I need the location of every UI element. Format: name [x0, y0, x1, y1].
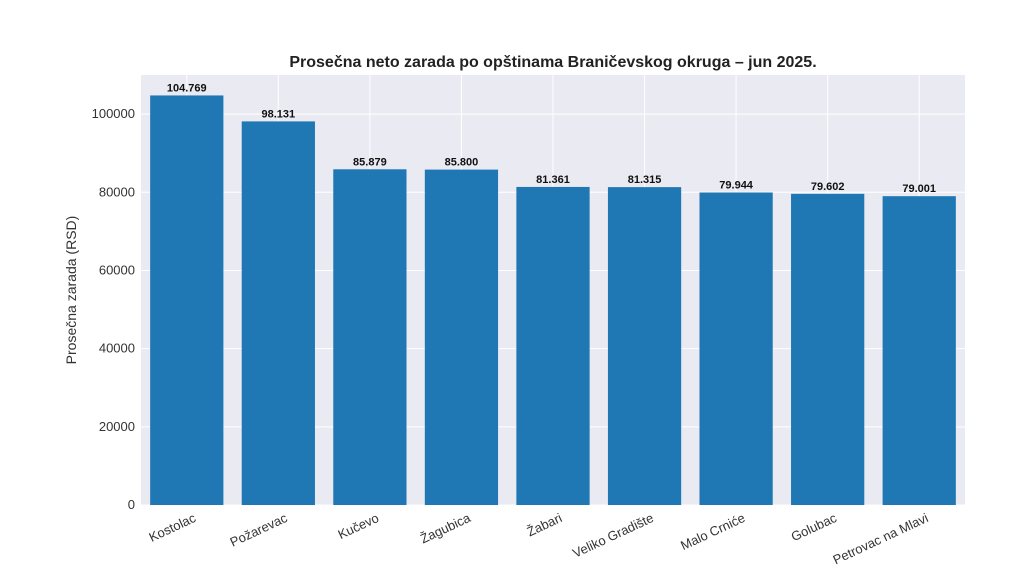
data-label: 85.800	[445, 157, 479, 169]
y-tick-label: 60000	[99, 262, 135, 277]
bar	[607, 187, 682, 506]
x-axis-ticks: Kostolac Požarevac Kučevo Žagubica Žabari Vel…	[147, 510, 931, 568]
bar	[333, 169, 407, 505]
x-tick-label: Veliko Gradište	[570, 510, 656, 561]
chart-title: Prosečna neto zarada po opštinama Branič…	[289, 54, 816, 71]
y-axis-ticks: 0 20000 40000 60000 80000 100000	[92, 106, 135, 512]
data-label: 104.769	[167, 82, 207, 94]
y-tick-label: 0	[128, 497, 135, 512]
y-tick-label: 100000	[92, 106, 135, 121]
x-tick-label: Petrovac na Mlavi	[831, 510, 931, 567]
x-tick-label: Žagubica	[418, 510, 474, 547]
data-label: 81.315	[628, 174, 662, 186]
x-tick-label: Kučevo	[336, 510, 382, 542]
x-tick-label: Požarevac	[228, 510, 290, 550]
bar	[882, 196, 956, 505]
bar	[241, 121, 315, 505]
data-label: 79.001	[902, 183, 936, 195]
bar	[424, 169, 499, 505]
bar	[699, 192, 773, 505]
x-tick-label: Malo Crniće	[678, 510, 747, 553]
x-tick-label: Žabari	[525, 510, 565, 539]
bars: 104.769 98.131 85.879 85.800 81.361 81.315 79.…	[150, 82, 956, 506]
data-label: 79.602	[811, 181, 845, 193]
data-label: 85.879	[353, 156, 387, 168]
y-tick-label: 20000	[99, 419, 135, 434]
x-tick-label: Golubac	[789, 510, 840, 544]
data-label: 81.361	[536, 174, 570, 186]
bar	[791, 193, 865, 505]
data-label: 79.944	[719, 179, 754, 191]
y-tick-label: 40000	[99, 341, 135, 356]
bar	[150, 95, 224, 505]
bar	[516, 186, 590, 505]
y-axis-label: Prosečna zarada (RSD)	[63, 216, 79, 365]
data-label: 98.131	[262, 108, 296, 120]
x-tick-label: Kostolac	[147, 510, 199, 545]
y-tick-label: 80000	[99, 184, 135, 199]
